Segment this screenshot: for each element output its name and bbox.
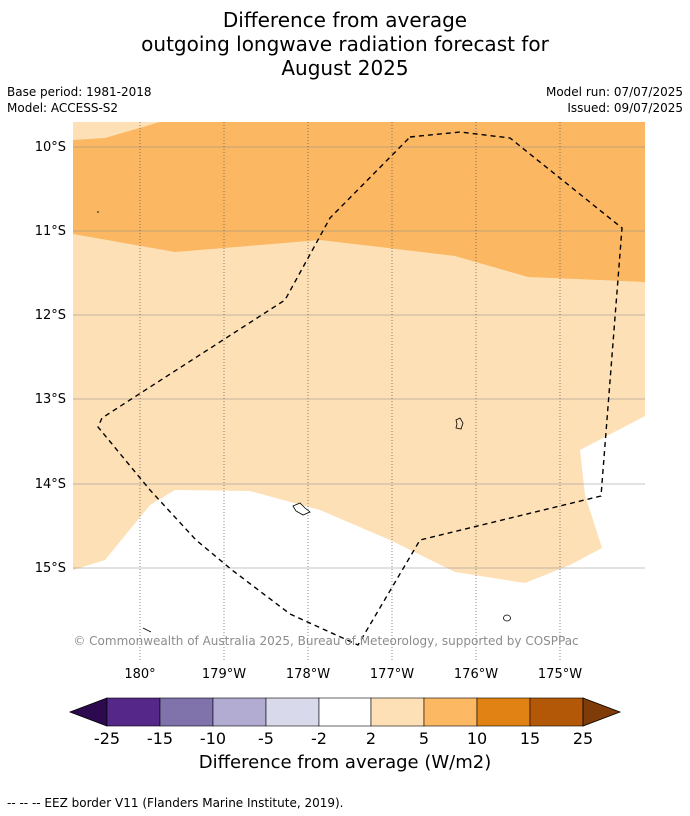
- anomaly-band-2-5-corner: [73, 122, 160, 140]
- map-plot-area: © Commonwealth of Australia 2025, Bureau…: [73, 122, 645, 660]
- island-outline: [292, 502, 311, 516]
- lon-label: 179°W: [202, 667, 246, 682]
- colorbar-extend-low: [68, 697, 108, 727]
- island-outline: [455, 417, 464, 430]
- island-dot: [97, 211, 99, 213]
- meta-left: Base period: 1981-2018 Model: ACCESS-S2: [7, 84, 152, 116]
- meta-right: Model run: 07/07/2025 Issued: 09/07/2025: [546, 84, 683, 116]
- model-run: Model run: 07/07/2025: [545, 85, 683, 99]
- colorbar-segment: [423, 697, 478, 727]
- colorbar-label: Difference from average (W/m2): [198, 752, 492, 773]
- title-line-1: Difference from average: [222, 8, 468, 32]
- lon-label: 177°W: [370, 667, 414, 682]
- lat-label: 12°S: [35, 308, 66, 323]
- colorbar-tick-label: 5: [419, 729, 429, 748]
- eez-footnote: -- -- -- EEZ border V11 (Flanders Marine…: [7, 796, 344, 810]
- eez-border: [97, 131, 623, 646]
- lon-label: 178°W: [286, 667, 330, 682]
- colorbar-extend-high: [582, 697, 622, 727]
- colorbar-tick-label: 15: [520, 729, 540, 748]
- colorbar-tick-label: 10: [467, 729, 487, 748]
- lon-label: 180°: [124, 667, 155, 682]
- anomaly-band-5-10: [73, 122, 645, 282]
- lat-label: 14°S: [35, 477, 66, 492]
- colorbar-segment: [106, 697, 161, 727]
- latitude-labels: 10°S 11°S 12°S 13°S 14°S 15°S: [35, 140, 66, 576]
- colorbar-tick-label: -15: [147, 729, 173, 748]
- lon-label: 176°W: [454, 667, 498, 682]
- colorbar-tick-label: -2: [311, 729, 327, 748]
- colorbar-segment: [159, 697, 214, 727]
- island-outline: [503, 614, 511, 622]
- colorbar-tick-label: -25: [94, 729, 120, 748]
- colorbar: -25 -15 -10 -5 -2 2 5 10 15 25: [68, 697, 622, 748]
- colorbar-tick-label: 2: [366, 729, 376, 748]
- colorbar-segment: [476, 697, 531, 727]
- lon-label: 175°W: [538, 667, 582, 682]
- base-period: Base period: 1981-2018: [7, 85, 152, 99]
- map-title: Difference from average outgoing longwav…: [0, 8, 690, 80]
- title-line-2: outgoing longwave radiation forecast for: [141, 32, 549, 56]
- colorbar-tick-label: -5: [258, 729, 274, 748]
- colorbar-ticks: -25 -15 -10 -5 -2 2 5 10 15 25: [94, 729, 593, 748]
- longitude-labels: 180° 179°W 178°W 177°W 176°W 175°W: [124, 667, 582, 682]
- lat-label: 15°S: [35, 561, 66, 576]
- lat-label: 10°S: [35, 140, 66, 155]
- colorbar-segment: [212, 697, 267, 727]
- latitude-gridlines: [73, 146, 645, 569]
- island-outline: [142, 627, 152, 633]
- colorbar-segment: [529, 697, 584, 727]
- title-line-3: August 2025: [281, 56, 409, 80]
- lat-label: 11°S: [35, 224, 66, 239]
- lat-label: 13°S: [35, 392, 66, 407]
- colorbar-segment: [318, 697, 372, 727]
- colorbar-tick-label: -10: [200, 729, 226, 748]
- colorbar-tick-label: 25: [573, 729, 593, 748]
- anomaly-band-neutral: [73, 416, 645, 660]
- copyright-notice: © Commonwealth of Australia 2025, Bureau…: [73, 634, 578, 648]
- colorbar-segment: [370, 697, 425, 727]
- issued-date: Issued: 09/07/2025: [567, 101, 683, 115]
- model-name: Model: ACCESS-S2: [7, 101, 119, 115]
- colorbar-segment: [265, 697, 320, 727]
